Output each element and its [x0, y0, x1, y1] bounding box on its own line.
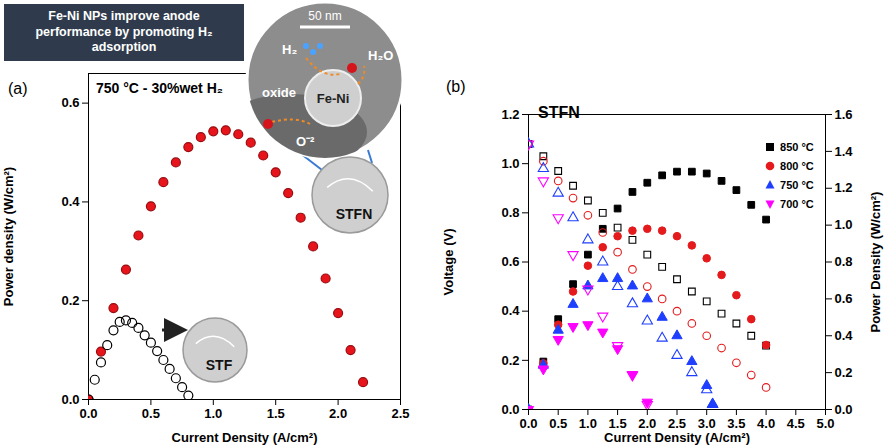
- svg-text:1.5: 1.5: [267, 406, 285, 421]
- svg-text:Voltage (V): Voltage (V): [441, 229, 456, 296]
- svg-text:0.6: 0.6: [835, 291, 853, 306]
- svg-text:4.5: 4.5: [787, 416, 805, 431]
- svg-text:2.0: 2.0: [638, 416, 656, 431]
- svg-text:0.0: 0.0: [835, 402, 853, 417]
- svg-text:50 nm: 50 nm: [308, 9, 341, 23]
- svg-text:0.0: 0.0: [61, 392, 79, 407]
- svg-text:0.4: 0.4: [835, 328, 854, 343]
- svg-text:O⁻²: O⁻²: [296, 134, 315, 149]
- svg-text:2.0: 2.0: [329, 406, 347, 421]
- svg-text:2.5: 2.5: [668, 416, 686, 431]
- svg-text:Current Density (A/cm²): Current Density (A/cm²): [172, 430, 318, 445]
- svg-text:0.2: 0.2: [61, 293, 79, 308]
- svg-text:1.4: 1.4: [835, 144, 854, 159]
- html-text:700 °C: 700 °C: [780, 197, 814, 210]
- svg-text:H₂: H₂: [282, 42, 297, 57]
- svg-text:3.5: 3.5: [727, 416, 745, 431]
- svg-text:5.0: 5.0: [816, 416, 834, 431]
- svg-text:0.6: 0.6: [501, 254, 519, 269]
- html-text:850 °C: 850 °C: [780, 140, 814, 153]
- svg-text:4.0: 4.0: [757, 416, 775, 431]
- svg-text:1.0: 1.0: [579, 416, 597, 431]
- html-text:(b): (b): [446, 78, 466, 95]
- svg-text:0.8: 0.8: [501, 205, 519, 220]
- html-text:750 °C: 750 °C: [780, 178, 814, 191]
- svg-text:0.8: 0.8: [835, 254, 853, 269]
- svg-text:0.0: 0.0: [79, 406, 97, 421]
- html-text:Fe-Ni NPs improve anode perfor: Fe-Ni NPs improve anode performance by p…: [35, 9, 213, 55]
- svg-text:Power Density (W/cm²): Power Density (W/cm²): [868, 192, 883, 333]
- svg-text:1.2: 1.2: [501, 107, 519, 122]
- svg-text:0.5: 0.5: [549, 416, 567, 431]
- svg-text:1.0: 1.0: [835, 217, 853, 232]
- svg-text:1.2: 1.2: [835, 180, 853, 195]
- svg-text:1.5: 1.5: [609, 416, 627, 431]
- svg-text:0.5: 0.5: [142, 406, 160, 421]
- svg-text:1.0: 1.0: [501, 156, 519, 171]
- svg-text:2.5: 2.5: [391, 406, 409, 421]
- html-text:STFN: STFN: [538, 104, 580, 121]
- svg-text:STF: STF: [206, 357, 233, 373]
- html-text:(a): (a): [8, 80, 28, 97]
- svg-text:3.0: 3.0: [698, 416, 716, 431]
- svg-text:Fe-Ni: Fe-Ni: [317, 91, 350, 106]
- svg-text:1.0: 1.0: [204, 406, 222, 421]
- svg-text:0.0: 0.0: [501, 402, 519, 417]
- svg-text:oxide: oxide: [262, 85, 296, 100]
- svg-text:1.6: 1.6: [835, 107, 853, 122]
- svg-text:Power density (W/cm²): Power density (W/cm²): [1, 167, 16, 306]
- svg-text:STFN: STFN: [336, 206, 373, 222]
- svg-text:0.6: 0.6: [61, 95, 79, 110]
- svg-text:H₂O: H₂O: [368, 48, 393, 63]
- svg-text:0.2: 0.2: [835, 365, 853, 380]
- svg-text:0.2: 0.2: [501, 352, 519, 367]
- svg-text:Current Density (A/cm²): Current Density (A/cm²): [604, 430, 750, 445]
- svg-text:0.4: 0.4: [501, 303, 520, 318]
- html-text:800 °C: 800 °C: [780, 159, 814, 172]
- svg-text:0.4: 0.4: [61, 194, 80, 209]
- svg-text:0.0: 0.0: [519, 416, 537, 431]
- html-text:750 °C - 30%wet H₂: 750 °C - 30%wet H₂: [96, 80, 223, 96]
